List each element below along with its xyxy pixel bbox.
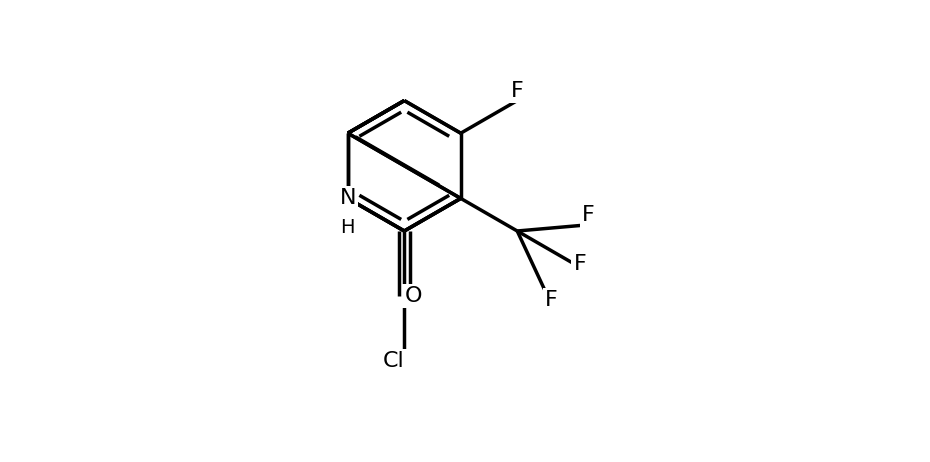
Text: F: F [582,205,595,225]
Text: O: O [405,286,422,306]
Text: N: N [339,188,356,208]
Text: Cl: Cl [382,352,405,371]
Text: F: F [574,254,587,274]
Text: F: F [545,290,557,310]
Text: H: H [340,218,355,237]
Text: F: F [511,80,524,101]
